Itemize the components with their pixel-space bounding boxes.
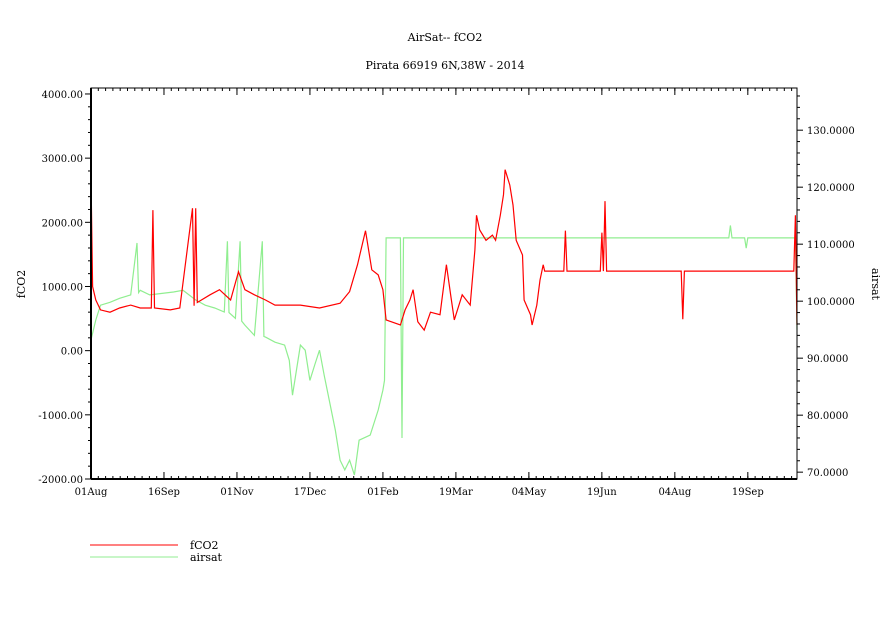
y2-tick-label: 100.0000 bbox=[807, 297, 855, 308]
y-tick-label: 1000.00 bbox=[42, 282, 83, 293]
y2-tick-label: 110.0000 bbox=[807, 240, 855, 251]
y-tick-label: 3000.00 bbox=[42, 154, 83, 165]
x-tick-label: 19Sep bbox=[732, 487, 764, 498]
y-tick-label: 4000.00 bbox=[42, 90, 83, 101]
y2-axis-label: airsat bbox=[869, 268, 882, 301]
x-tick-label: 16Sep bbox=[148, 487, 180, 498]
y-tick-label: 0.00 bbox=[61, 347, 83, 358]
y2-tick-label: 70.0000 bbox=[807, 468, 848, 479]
y2-tick-label: 90.0000 bbox=[807, 354, 848, 365]
y-tick-label: -1000.00 bbox=[38, 411, 83, 422]
axes: 01Aug 16Sep 01Nov 17Dec 01Feb 19Mar 04May 19Jun… bbox=[38, 87, 855, 498]
plot-area bbox=[90, 169, 798, 476]
chart-subtitle: Pirata 66919 6N,38W - 2014 bbox=[365, 59, 524, 72]
x-tick-label: 04Aug bbox=[658, 487, 691, 498]
x-tick-label: 17Dec bbox=[294, 487, 327, 498]
x-tick-label: 04May bbox=[512, 487, 547, 498]
chart-title: AirSat-- fCO2 bbox=[407, 31, 483, 44]
legend-label-fco2: fCO2 bbox=[190, 539, 219, 552]
x-tick-label: 19Mar bbox=[439, 487, 473, 498]
y-tick-label: -2000.00 bbox=[38, 475, 83, 486]
y-axis-label: fCO2 bbox=[15, 270, 28, 299]
y2-tick-label: 130.0000 bbox=[807, 126, 855, 137]
x-tick-label: 01Nov bbox=[220, 487, 253, 498]
y-tick-label: 2000.00 bbox=[42, 218, 83, 229]
series-line-airsat bbox=[90, 225, 798, 476]
legend: fCO2 airsat bbox=[90, 539, 223, 564]
series-line-fco2 bbox=[90, 169, 798, 332]
x-tick-label: 19Jun bbox=[587, 487, 617, 498]
legend-label-airsat: airsat bbox=[190, 551, 223, 564]
y2-tick-label: 80.0000 bbox=[807, 411, 848, 422]
x-tick-label: 01Aug bbox=[75, 487, 108, 498]
x-tick-label: 01Feb bbox=[367, 487, 398, 498]
y2-tick-label: 120.0000 bbox=[807, 183, 855, 194]
